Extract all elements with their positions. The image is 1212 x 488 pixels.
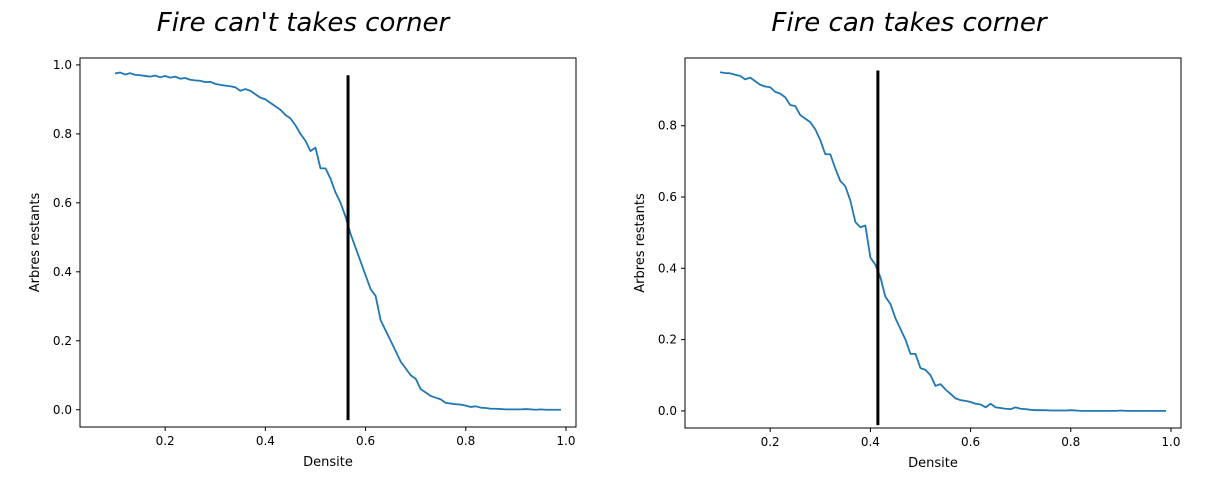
series-line xyxy=(114,71,561,411)
x-tick-label: 0.4 xyxy=(861,435,880,449)
y-tick-label: 0.0 xyxy=(53,403,72,417)
y-axis-label: Arbres restants xyxy=(28,193,43,293)
y-tick-label: 0.2 xyxy=(658,333,677,347)
y-tick-label: 0.4 xyxy=(53,265,72,279)
x-tick-label: 0.4 xyxy=(256,434,275,448)
x-axis-label: Densite xyxy=(303,455,353,470)
x-tick-label: 1.0 xyxy=(556,434,575,448)
y-tick-label: 0.8 xyxy=(658,119,677,133)
x-axis-label: Densite xyxy=(908,456,958,471)
chart-panel-right: Fire can takes corner 0.2 0.4 0.6 0.8 1.0 0.0… xyxy=(606,0,1212,488)
chart-svg: 0.2 0.4 0.6 0.8 1.0 0.0 0.2 0.4 0.6 0.8 Densite Arb… xyxy=(633,57,1182,471)
x-tick-label: 0.8 xyxy=(456,434,475,448)
x-tick-label: 0.8 xyxy=(1061,435,1080,449)
series-line xyxy=(719,71,1166,412)
chart-panel-left: Fire can't takes corner 0.2 0.4 0.6 0.8 1.0 0… xyxy=(28,8,577,470)
x-tick-label: 0.2 xyxy=(156,434,175,448)
x-tick-label: 1.0 xyxy=(1161,435,1180,449)
chart-svg: 0.2 0.4 0.6 0.8 1.0 0.0 0.2 0.4 0.6 0.8 1.0 Densite… xyxy=(28,57,577,470)
x-tick-label: 0.6 xyxy=(961,435,980,449)
x-tick-label: 0.2 xyxy=(761,435,780,449)
y-tick-label: 0.0 xyxy=(658,404,677,418)
y-tick-label: 0.6 xyxy=(53,196,72,210)
x-tick-label: 0.6 xyxy=(356,434,375,448)
chart-title: Fire can't takes corner xyxy=(156,8,450,38)
y-tick-label: 0.6 xyxy=(658,190,677,204)
plot-frame xyxy=(79,57,577,428)
y-tick-label: 0.4 xyxy=(658,261,677,275)
plot-frame xyxy=(684,57,1182,429)
y-axis-label: Arbres restants xyxy=(633,193,648,293)
chart-title: Fire can takes corner xyxy=(771,8,1047,38)
y-tick-label: 0.2 xyxy=(53,334,72,348)
y-tick-label: 1.0 xyxy=(53,58,72,72)
y-tick-label: 0.8 xyxy=(53,127,72,141)
